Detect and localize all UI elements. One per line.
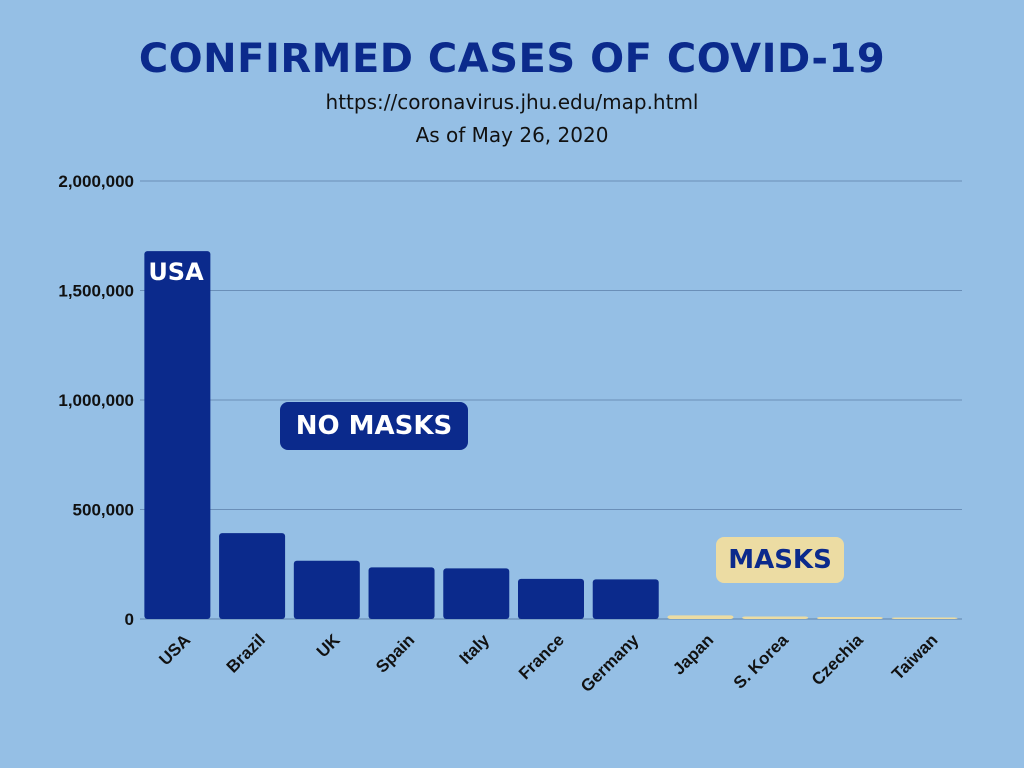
y-tick-label: 500,000	[73, 501, 134, 520]
bar-brazil	[219, 533, 286, 619]
x-category-label: Spain	[372, 630, 418, 676]
x-category-label: Germany	[577, 630, 643, 696]
x-category-label: Taiwan	[888, 630, 941, 683]
chart-title: CONFIRMED CASES OF COVID-19	[138, 36, 886, 82]
bar-spain	[368, 567, 435, 619]
bar-usa	[144, 251, 211, 619]
y-tick-label: 2,000,000	[58, 172, 134, 191]
x-category-label: Japan	[669, 630, 717, 678]
x-category-label: UK	[313, 630, 344, 661]
bar-uk	[293, 560, 360, 619]
usa-bar-label: USA	[148, 258, 204, 286]
bar-japan	[667, 615, 734, 619]
bar-germany	[592, 579, 659, 619]
bar-s-korea	[742, 616, 809, 619]
bar-taiwan	[891, 617, 958, 619]
x-category-label: Czechia	[808, 630, 867, 689]
x-category-label: USA	[155, 630, 194, 669]
y-tick-label: 0	[125, 610, 134, 629]
x-category-label: S. Korea	[730, 630, 793, 693]
no-masks-annotation: NO MASKS	[280, 402, 468, 450]
x-category-label: France	[515, 630, 568, 683]
masks-annotation: MASKS	[716, 537, 844, 583]
x-category-label: Brazil	[223, 630, 269, 676]
bar-france	[518, 578, 584, 619]
as-of-date: As of May 26, 2020	[415, 123, 609, 147]
source-url: https://coronavirus.jhu.edu/map.html	[325, 90, 699, 114]
x-category-label: Italy	[456, 630, 494, 668]
y-tick-label: 1,000,000	[58, 391, 134, 410]
bar-czechia	[816, 617, 883, 619]
bar-italy	[443, 568, 510, 619]
y-tick-label: 1,500,000	[58, 282, 134, 301]
